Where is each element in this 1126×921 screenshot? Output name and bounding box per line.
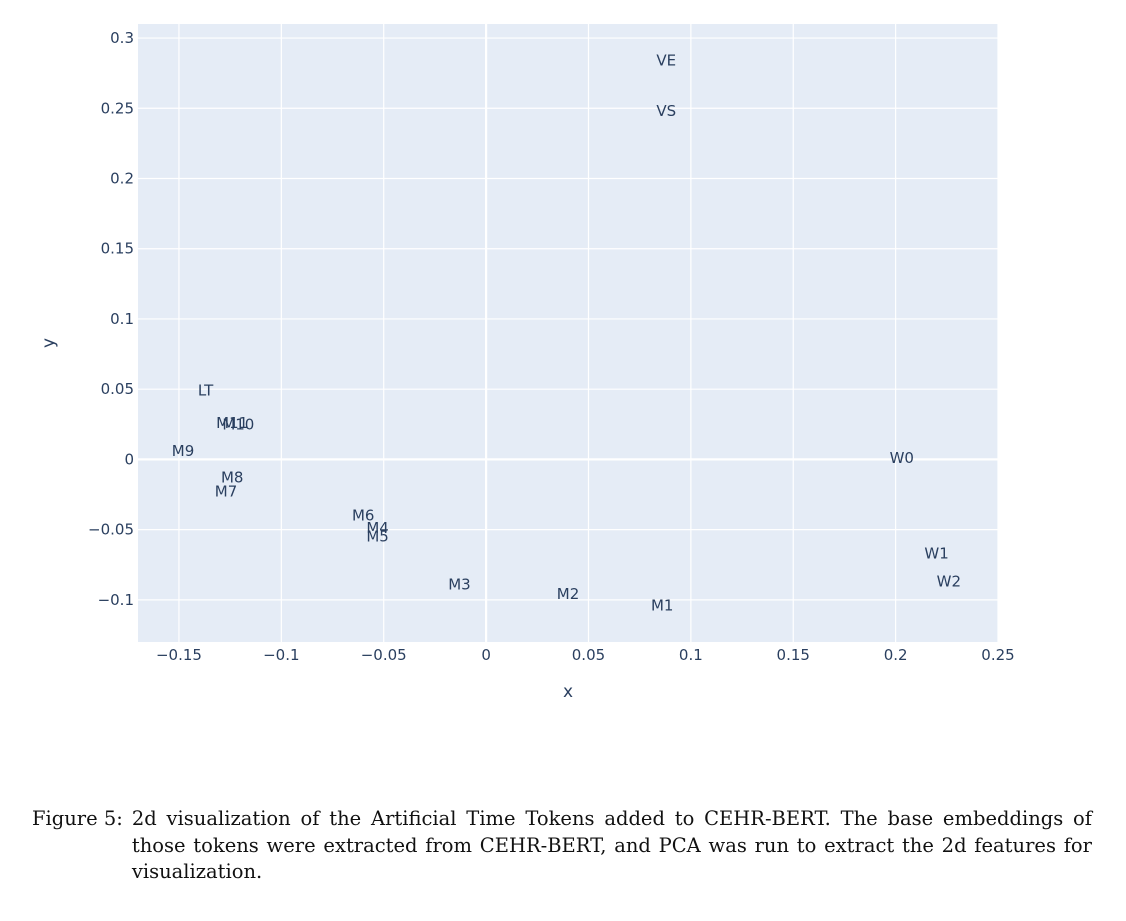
data-point-m3: M3 bbox=[448, 575, 471, 593]
x-tick-label: −0.05 bbox=[361, 646, 407, 664]
y-tick-label: 0 bbox=[124, 450, 134, 468]
data-point-m9: M9 bbox=[172, 442, 195, 460]
data-point-m5: M5 bbox=[366, 528, 389, 546]
x-tick-label: 0.05 bbox=[572, 646, 605, 664]
y-tick-label: 0.2 bbox=[110, 170, 134, 188]
y-tick-label: −0.1 bbox=[98, 591, 134, 609]
x-tick-label: 0.2 bbox=[884, 646, 908, 664]
data-point-m6: M6 bbox=[352, 507, 375, 525]
data-point-m4: M4 bbox=[366, 519, 389, 537]
y-tick-label: 0.25 bbox=[101, 99, 134, 117]
data-point-m7: M7 bbox=[215, 483, 238, 501]
plot-background bbox=[138, 24, 998, 642]
data-point-lt: LT bbox=[198, 382, 214, 400]
x-tick-label: −0.1 bbox=[263, 646, 299, 664]
y-axis-title: y bbox=[39, 338, 59, 348]
data-point-w0: W0 bbox=[890, 449, 914, 467]
x-axis-ticks: −0.15 −0.1 −0.05 0 0.05 0.1 0.15 0.2 0.25 bbox=[156, 646, 1015, 664]
data-point-w2: W2 bbox=[937, 573, 961, 591]
data-point-ve: VE bbox=[656, 52, 676, 70]
y-tick-label: 0.3 bbox=[110, 29, 134, 47]
y-tick-label: 0.1 bbox=[110, 310, 134, 328]
figure-caption: Figure 5: 2d visualization of the Artifi… bbox=[32, 806, 1092, 886]
y-tick-label: 0.15 bbox=[101, 240, 134, 258]
x-tick-label: −0.15 bbox=[156, 646, 202, 664]
data-point-m10: M10 bbox=[222, 415, 254, 433]
grid-lines bbox=[138, 24, 999, 642]
data-point-m1: M1 bbox=[651, 596, 674, 614]
data-point-w1: W1 bbox=[924, 545, 948, 563]
x-tick-label: 0 bbox=[481, 646, 491, 664]
figure-caption-text: 2d visualization of the Artificial Time … bbox=[131, 807, 1092, 883]
figure-caption-label: Figure 5: bbox=[32, 807, 123, 830]
data-point-m8: M8 bbox=[221, 469, 244, 487]
y-tick-label: 0.05 bbox=[101, 380, 134, 398]
data-point-vs: VS bbox=[656, 102, 676, 120]
data-point-m2: M2 bbox=[557, 585, 580, 603]
y-axis-ticks: −0.1 −0.05 0 0.05 0.1 0.15 0.2 0.25 0.3 bbox=[88, 29, 134, 609]
x-tick-label: 0.25 bbox=[981, 646, 1014, 664]
data-point-m11: M11 bbox=[216, 414, 248, 432]
y-tick-label: −0.05 bbox=[88, 521, 134, 539]
x-tick-label: 0.15 bbox=[777, 646, 810, 664]
x-axis-title: x bbox=[563, 682, 573, 702]
x-tick-label: 0.1 bbox=[679, 646, 703, 664]
